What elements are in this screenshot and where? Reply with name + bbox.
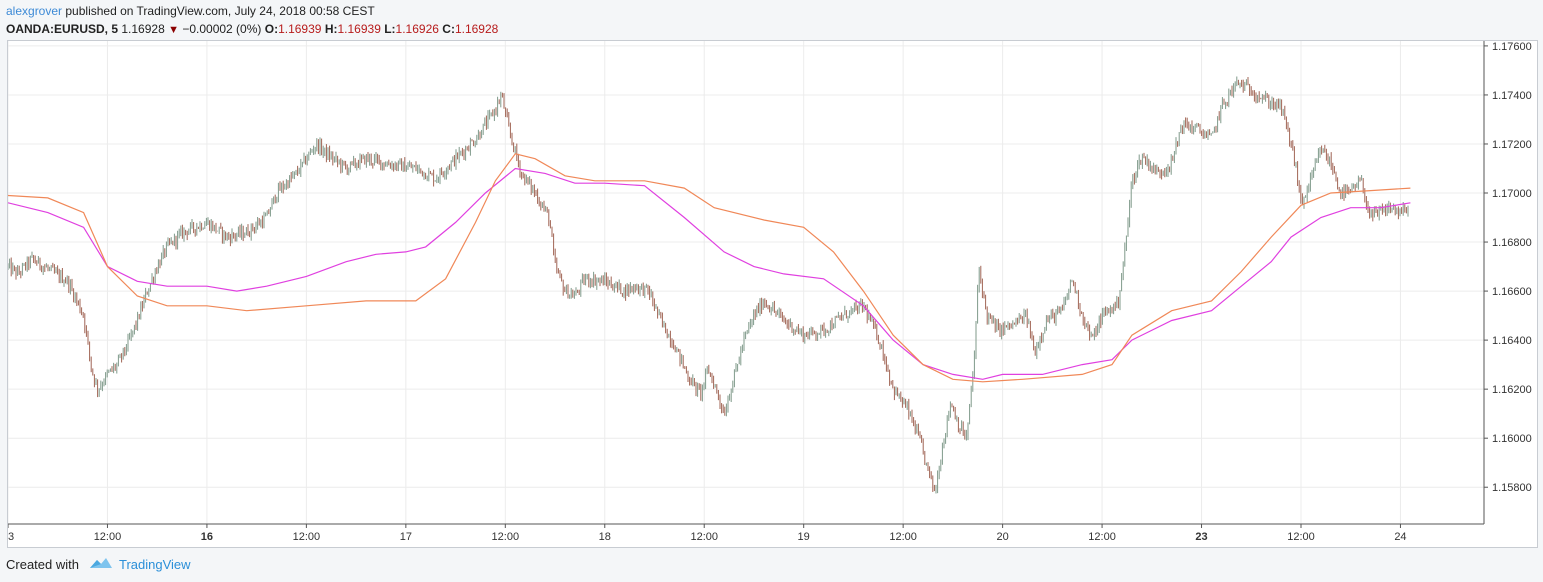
symbol-line: OANDA:EURUSD, 5 1.16928 ▼ −0.00002 (0%) … [6,22,498,36]
symbol-label: OANDA:EURUSD, 5 [6,22,119,36]
close-value: 1.16928 [454,22,499,36]
x-tick-label: 12:00 [889,531,917,543]
x-tick-label: 24 [1394,531,1406,543]
published-text: published on TradingView.com, July 24, 2… [65,4,375,18]
x-tick-label: 13 [8,531,14,543]
y-tick-label: 1.16800 [1492,237,1532,249]
low-value: 1.16926 [395,22,439,36]
high-value: 1.16939 [337,22,381,36]
x-tick-label: 23 [1195,531,1207,543]
price-change: −0.00002 (0%) [182,22,262,36]
x-tick-label: 12:00 [94,531,122,543]
low-label: L: [384,22,396,36]
x-tick-label: 19 [798,531,810,543]
y-tick-label: 1.15800 [1492,482,1532,494]
grid [8,41,1484,524]
y-tick-label: 1.17000 [1492,188,1532,200]
x-tick-label: 12:00 [1287,531,1315,543]
open-value: 1.16939 [278,22,322,36]
created-with-text: Created with [6,557,79,572]
y-tick-label: 1.17600 [1492,41,1532,53]
y-tick-label: 1.17200 [1492,139,1532,151]
price-chart[interactable]: 1.17600 1.17400 1.17200 1.17000 1.16800 1.166… [8,41,1537,547]
close-label: C: [442,22,455,36]
down-triangle-icon: ▼ [168,24,179,36]
x-tick-label: 12:00 [293,531,321,543]
ma-line-magenta [8,167,1411,380]
y-tick-label: 1.16200 [1492,384,1532,396]
y-tick-label: 1.16600 [1492,286,1532,298]
y-tick-label: 1.16400 [1492,335,1532,347]
x-tick-label: 18 [599,531,611,543]
x-tick-label: 12:00 [1088,531,1116,543]
tradingview-logo-icon[interactable] [89,556,113,573]
x-tick-label: 20 [996,531,1008,543]
open-label: O: [264,22,279,36]
y-tick-label: 1.17400 [1492,90,1532,102]
chart-panel[interactable]: 1.17600 1.17400 1.17200 1.17000 1.16800 1.166… [7,40,1538,548]
x-tick-label: 12:00 [690,531,718,543]
candles [8,76,1409,494]
x-tick-label: 12:00 [492,531,520,543]
ma-line-orange [8,153,1411,383]
publish-line: alexgrover published on TradingView.com,… [6,4,375,18]
y-tick-label: 1.16000 [1492,433,1532,445]
footer: Created with TradingView [6,556,191,573]
tradingview-brand-link[interactable]: TradingView [118,557,191,572]
x-tick-label: 16 [201,531,213,543]
last-price: 1.16928 [121,22,165,36]
high-label: H: [324,22,338,36]
author-link[interactable]: alexgrover [6,4,63,18]
x-tick-label: 17 [400,531,412,543]
